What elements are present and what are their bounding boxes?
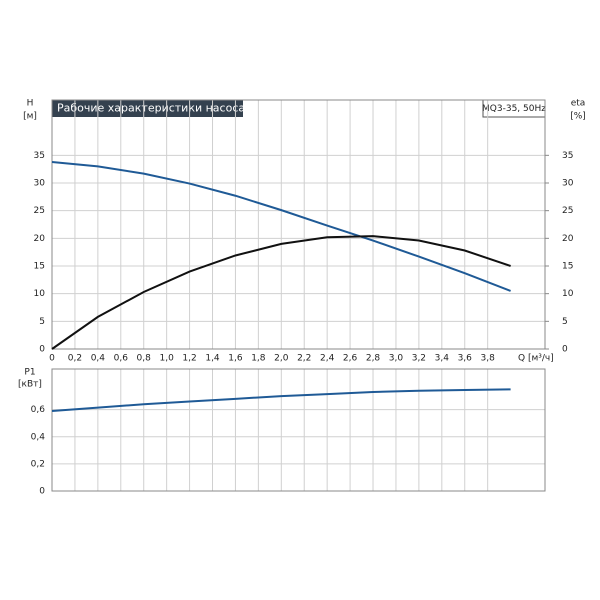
model-label: MQ3-35, 50Hz xyxy=(482,104,546,114)
x-tick-label: 2,6 xyxy=(343,354,358,364)
x-tick-label: 3,4 xyxy=(435,354,450,364)
y-tick-label: 20 xyxy=(34,234,46,244)
x-tick-label: 1,8 xyxy=(251,354,266,364)
x-tick-label: 2,0 xyxy=(274,354,289,364)
y-label: P1 xyxy=(24,368,35,378)
y-tick-label: 35 xyxy=(34,151,45,161)
y2-tick-label: 15 xyxy=(562,262,573,272)
series-line xyxy=(51,160,511,292)
plot-frame xyxy=(51,368,546,492)
title-box xyxy=(52,100,243,117)
y2-tick-label: 30 xyxy=(562,179,574,189)
x-tick-label: 0,6 xyxy=(114,354,129,364)
plot-frame xyxy=(51,99,546,350)
y-tick-label: 0 xyxy=(39,487,45,497)
y2-label: eta xyxy=(571,99,586,109)
series-line xyxy=(51,235,511,350)
y2-tick-label: 5 xyxy=(562,317,568,327)
y-tick-label: 0 xyxy=(39,345,45,355)
y2-tick-label: 35 xyxy=(562,151,573,161)
x-tick-label: 1,4 xyxy=(205,354,220,364)
y-label: H xyxy=(27,99,34,109)
y2-tick-label: 0 xyxy=(562,345,568,355)
y2-tick-label: 25 xyxy=(562,206,573,216)
x-tick-label: 1,0 xyxy=(159,354,174,364)
x-tick-label: 0,2 xyxy=(68,354,82,364)
x-tick-label: 2,8 xyxy=(366,354,381,364)
y-tick-label: 25 xyxy=(34,206,45,216)
y2-tick-label: 10 xyxy=(562,289,574,299)
x-tick-label: 0 xyxy=(49,354,55,364)
y-tick-label: 0,6 xyxy=(31,405,46,415)
y-tick-label: 0,4 xyxy=(31,432,46,442)
y-tick-label: 30 xyxy=(34,179,46,189)
y-tick-label: 10 xyxy=(34,289,46,299)
x-tick-label: 3,0 xyxy=(389,354,404,364)
x-tick-label: 0,4 xyxy=(91,354,106,364)
x-tick-label: 3,2 xyxy=(412,354,426,364)
y-tick-label: 5 xyxy=(39,317,45,327)
x-tick-label: 3,6 xyxy=(458,354,473,364)
x-tick-label: 2,2 xyxy=(297,354,311,364)
x-tick-label: 1,2 xyxy=(182,354,196,364)
x-tick-label: 3,8 xyxy=(481,354,496,364)
x-tick-label: 1,6 xyxy=(228,354,243,364)
chart-title: Рабочие характеристики насоса xyxy=(57,102,245,115)
series-line xyxy=(51,388,511,413)
y-tick-label: 0,2 xyxy=(31,459,45,469)
y-unit: [кВт] xyxy=(18,380,42,390)
y-unit: [м] xyxy=(23,112,37,122)
x-tick-label: 2,4 xyxy=(320,354,335,364)
x-label: Q [м³/ч] xyxy=(518,354,554,364)
y2-unit: [%] xyxy=(570,112,586,122)
y2-tick-label: 20 xyxy=(562,234,574,244)
x-tick-label: 0,8 xyxy=(137,354,152,364)
y-tick-label: 15 xyxy=(34,262,45,272)
